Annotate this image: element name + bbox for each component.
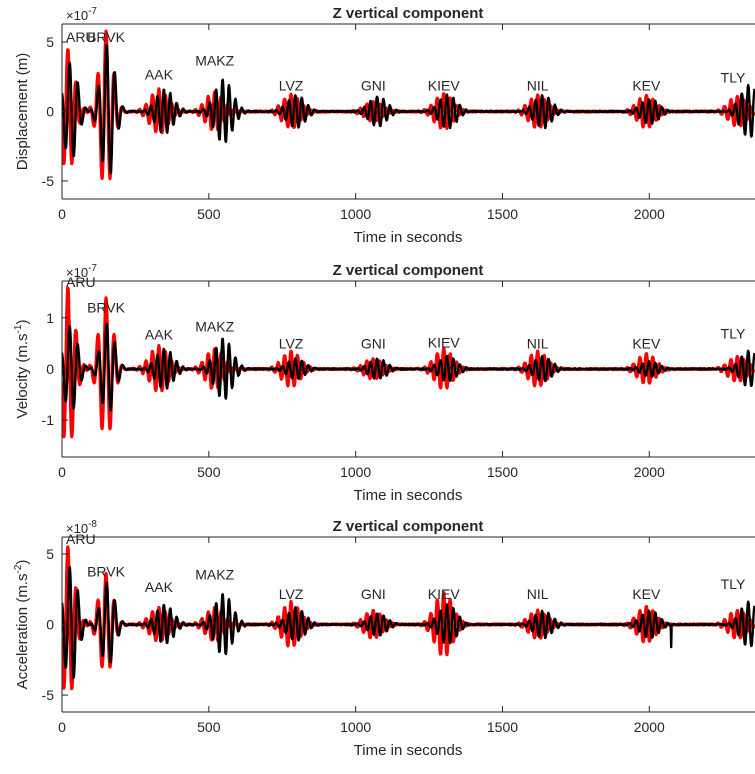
y-label-end: ) <box>14 320 31 325</box>
station-label-lvz: LVZ <box>279 586 304 602</box>
station-label-brvk: BRVK <box>87 564 126 580</box>
station-label-kev: KEV <box>632 586 661 602</box>
chart-title: Z vertical component <box>333 518 484 535</box>
x-tick-label: 0 <box>58 719 66 735</box>
y-tick-label: 1 <box>46 310 54 326</box>
x-tick-label: 2000 <box>634 206 665 222</box>
y-axis-label: Displacement (m) <box>14 53 31 171</box>
station-label-brvk: BRVK <box>87 300 126 316</box>
y-label-sup: -1 <box>13 324 24 333</box>
y-axis-label: Velocity (m.s-1) <box>13 320 31 419</box>
y-label-main: Displacement (m) <box>14 53 31 171</box>
y-tick-label: -1 <box>42 412 55 428</box>
station-label-kev: KEV <box>632 78 661 94</box>
y-label-main: Velocity (m.s <box>14 333 31 418</box>
station-label-nil: NIL <box>527 336 549 352</box>
station-label-aru: ARU <box>66 531 96 547</box>
exponent-base: ×10 <box>66 521 88 536</box>
y-tick-label: -5 <box>42 687 55 703</box>
x-tick-label: 1000 <box>340 464 371 480</box>
trace-black <box>62 44 755 175</box>
x-tick-label: 1000 <box>340 206 371 222</box>
y-axis-label: Acceleration (m.s-2) <box>13 560 31 690</box>
station-label-lvz: LVZ <box>279 78 304 94</box>
station-label-gni: GNI <box>361 586 386 602</box>
station-label-aak: AAK <box>145 67 174 83</box>
x-tick-label: 1000 <box>340 719 371 735</box>
x-axis-label: Time in seconds <box>354 487 463 504</box>
trace-black <box>62 566 755 679</box>
station-label-nil: NIL <box>527 586 549 602</box>
x-tick-label: 0 <box>58 206 66 222</box>
station-label-tly: TLY <box>721 325 746 341</box>
x-tick-label: 2000 <box>634 719 665 735</box>
x-tick-label: 500 <box>197 464 221 480</box>
station-label-aak: AAK <box>145 326 174 342</box>
station-label-kiev: KIEV <box>428 335 461 351</box>
station-label-nil: NIL <box>527 78 549 94</box>
x-axis-label: Time in seconds <box>354 742 463 759</box>
y-tick-label: 0 <box>46 361 54 377</box>
exponent-power: -7 <box>88 6 97 17</box>
panel-1: 0 500 1000 1500 2000 -5 0 5 ×10-7 Z vertical comp… <box>14 5 755 246</box>
axis-exponent: ×10-8 <box>66 519 97 536</box>
station-label-makz: MAKZ <box>195 53 234 69</box>
y-tick-label: -5 <box>42 173 55 189</box>
y-tick-label: 0 <box>46 617 54 633</box>
x-tick-label: 0 <box>58 464 66 480</box>
panel-2: 0 500 1000 1500 2000 -1 0 1 ×10-7 Z vertical comp… <box>13 262 755 504</box>
station-label-gni: GNI <box>361 336 386 352</box>
station-label-tly: TLY <box>721 69 746 85</box>
x-tick-label: 2000 <box>634 464 665 480</box>
x-tick-label: 500 <box>197 206 221 222</box>
exponent-power: -8 <box>88 519 97 530</box>
station-label-makz: MAKZ <box>195 566 234 582</box>
station-label-kev: KEV <box>632 336 661 352</box>
x-tick-label: 1500 <box>487 719 518 735</box>
y-label-end: ) <box>14 560 31 565</box>
station-label-gni: GNI <box>361 78 386 94</box>
y-tick-label: 5 <box>46 34 54 50</box>
chart-title: Z vertical component <box>333 262 484 279</box>
station-label-aru: ARU <box>66 29 96 45</box>
axis-exponent: ×10-7 <box>66 263 97 280</box>
y-label-main: Acceleration (m.s <box>14 574 31 690</box>
station-label-tly: TLY <box>721 576 746 592</box>
axis-exponent: ×10-7 <box>66 6 97 23</box>
trace-black <box>62 322 755 412</box>
station-label-lvz: LVZ <box>279 336 304 352</box>
chart-title: Z vertical component <box>333 5 484 22</box>
y-tick-label: 5 <box>46 546 54 562</box>
station-label-makz: MAKZ <box>195 319 234 335</box>
x-tick-label: 1500 <box>487 206 518 222</box>
station-label-brvk: BRVK <box>87 29 126 45</box>
station-label-kiev: KIEV <box>428 586 461 602</box>
exponent-power: -7 <box>88 263 97 274</box>
exponent-base: ×10 <box>66 265 88 280</box>
x-axis-label: Time in seconds <box>354 229 463 246</box>
station-label-aak: AAK <box>145 579 174 595</box>
station-label-aru: ARU <box>66 274 96 290</box>
station-label-kiev: KIEV <box>428 78 461 94</box>
y-tick-label: 0 <box>46 104 54 120</box>
exponent-base: ×10 <box>66 8 88 23</box>
x-tick-label: 1500 <box>487 464 518 480</box>
y-label-sup: -2 <box>13 564 24 573</box>
panel-3: 0 500 1000 1500 2000-505×10-8 Z vertical comp… <box>13 518 755 759</box>
x-tick-label: 500 <box>197 719 221 735</box>
